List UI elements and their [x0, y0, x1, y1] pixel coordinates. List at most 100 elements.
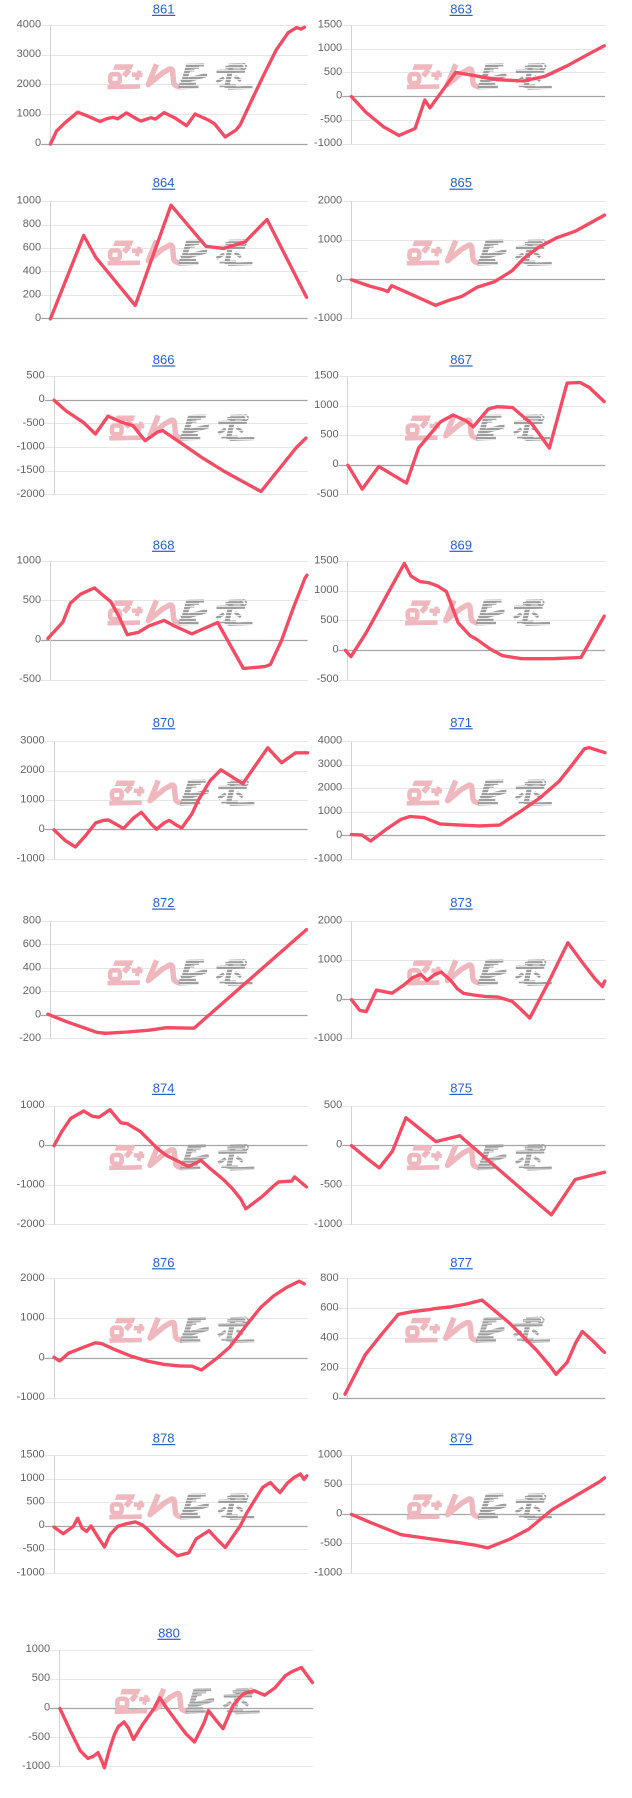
svg-text:1000: 1000: [17, 555, 41, 567]
svg-text:0: 0: [336, 90, 342, 102]
svg-text:0: 0: [39, 1351, 45, 1363]
svg-text:400: 400: [23, 961, 41, 973]
svg-text:500: 500: [320, 429, 338, 441]
svg-text:2000: 2000: [20, 764, 44, 776]
svg-text:-1000: -1000: [314, 1218, 342, 1230]
svg-text:500: 500: [32, 1672, 50, 1684]
svg-text:861: 861: [153, 1, 175, 16]
svg-text:878: 878: [153, 1431, 175, 1446]
svg-text:1500: 1500: [314, 555, 338, 567]
svg-text:2000: 2000: [318, 782, 342, 794]
svg-text:3000: 3000: [17, 48, 41, 60]
svg-text:0: 0: [336, 273, 342, 285]
svg-text:500: 500: [26, 370, 44, 382]
svg-text:2000: 2000: [318, 915, 342, 927]
svg-text:0: 0: [332, 458, 338, 470]
svg-text:-2000: -2000: [17, 1218, 45, 1230]
svg-text:-500: -500: [23, 1543, 45, 1555]
svg-text:867: 867: [450, 352, 472, 367]
svg-text:500: 500: [324, 1099, 342, 1111]
svg-text:-500: -500: [28, 1731, 50, 1743]
svg-text:874: 874: [153, 1081, 175, 1096]
svg-text:1000: 1000: [20, 1472, 44, 1484]
svg-text:0: 0: [336, 1507, 342, 1519]
svg-text:1000: 1000: [318, 954, 342, 966]
svg-text:1000: 1000: [318, 1449, 342, 1461]
svg-text:-1000: -1000: [17, 1391, 45, 1403]
svg-text:-1000: -1000: [17, 1566, 45, 1578]
svg-text:-1000: -1000: [17, 441, 45, 453]
svg-text:865: 865: [450, 175, 472, 190]
svg-text:3000: 3000: [318, 758, 342, 770]
svg-text:879: 879: [450, 1431, 472, 1446]
svg-text:1000: 1000: [318, 234, 342, 246]
svg-text:0: 0: [39, 1519, 45, 1531]
svg-text:500: 500: [320, 614, 338, 626]
svg-text:0: 0: [39, 393, 45, 405]
svg-text:1000: 1000: [318, 805, 342, 817]
svg-text:4000: 4000: [17, 18, 41, 30]
svg-text:1000: 1000: [17, 195, 41, 207]
svg-text:-200: -200: [19, 1032, 41, 1044]
svg-text:4000: 4000: [318, 735, 342, 747]
svg-text:880: 880: [158, 1625, 180, 1640]
svg-text:-1000: -1000: [17, 852, 45, 864]
svg-text:200: 200: [23, 288, 41, 300]
svg-text:3000: 3000: [20, 735, 44, 747]
svg-text:0: 0: [332, 643, 338, 655]
svg-text:1500: 1500: [20, 1449, 44, 1461]
svg-text:-1500: -1500: [17, 464, 45, 476]
svg-text:500: 500: [324, 1478, 342, 1490]
svg-text:876: 876: [153, 1255, 175, 1270]
svg-text:-1000: -1000: [314, 1566, 342, 1578]
svg-text:-1000: -1000: [314, 312, 342, 324]
svg-text:500: 500: [324, 66, 342, 78]
svg-text:2000: 2000: [318, 195, 342, 207]
svg-text:500: 500: [26, 1496, 44, 1508]
svg-text:-1000: -1000: [17, 1178, 45, 1190]
svg-text:0: 0: [35, 634, 41, 646]
svg-text:0: 0: [35, 312, 41, 324]
svg-text:872: 872: [153, 895, 175, 910]
svg-text:-500: -500: [317, 673, 339, 685]
svg-text:600: 600: [23, 242, 41, 254]
svg-text:0: 0: [35, 1008, 41, 1020]
svg-text:1500: 1500: [314, 370, 338, 382]
svg-text:200: 200: [23, 985, 41, 997]
svg-text:1000: 1000: [314, 584, 338, 596]
svg-text:600: 600: [320, 1302, 338, 1314]
svg-text:-2000: -2000: [17, 488, 45, 500]
svg-text:1000: 1000: [314, 399, 338, 411]
svg-text:-500: -500: [320, 1537, 342, 1549]
svg-text:1000: 1000: [318, 42, 342, 54]
svg-text:-500: -500: [23, 417, 45, 429]
svg-text:-1000: -1000: [314, 137, 342, 149]
svg-text:200: 200: [320, 1361, 338, 1373]
svg-text:870: 870: [153, 715, 175, 730]
svg-text:500: 500: [23, 594, 41, 606]
svg-text:1000: 1000: [17, 107, 41, 119]
svg-text:0: 0: [39, 823, 45, 835]
svg-text:0: 0: [44, 1702, 50, 1714]
svg-text:-1000: -1000: [314, 852, 342, 864]
svg-text:-500: -500: [317, 488, 339, 500]
svg-text:0: 0: [35, 137, 41, 149]
svg-text:2000: 2000: [20, 1272, 44, 1284]
svg-text:800: 800: [23, 915, 41, 927]
svg-text:871: 871: [450, 715, 472, 730]
svg-text:400: 400: [23, 265, 41, 277]
svg-text:-500: -500: [320, 113, 342, 125]
svg-text:0: 0: [39, 1139, 45, 1151]
svg-text:1500: 1500: [318, 18, 342, 30]
svg-text:600: 600: [23, 938, 41, 950]
svg-text:868: 868: [153, 537, 175, 552]
svg-text:0: 0: [336, 1139, 342, 1151]
svg-text:866: 866: [153, 352, 175, 367]
svg-text:400: 400: [320, 1332, 338, 1344]
svg-text:-500: -500: [19, 673, 41, 685]
svg-text:1000: 1000: [26, 1643, 50, 1655]
svg-text:869: 869: [450, 537, 472, 552]
svg-text:-1000: -1000: [314, 1032, 342, 1044]
svg-text:877: 877: [450, 1255, 472, 1270]
svg-text:0: 0: [332, 1391, 338, 1403]
